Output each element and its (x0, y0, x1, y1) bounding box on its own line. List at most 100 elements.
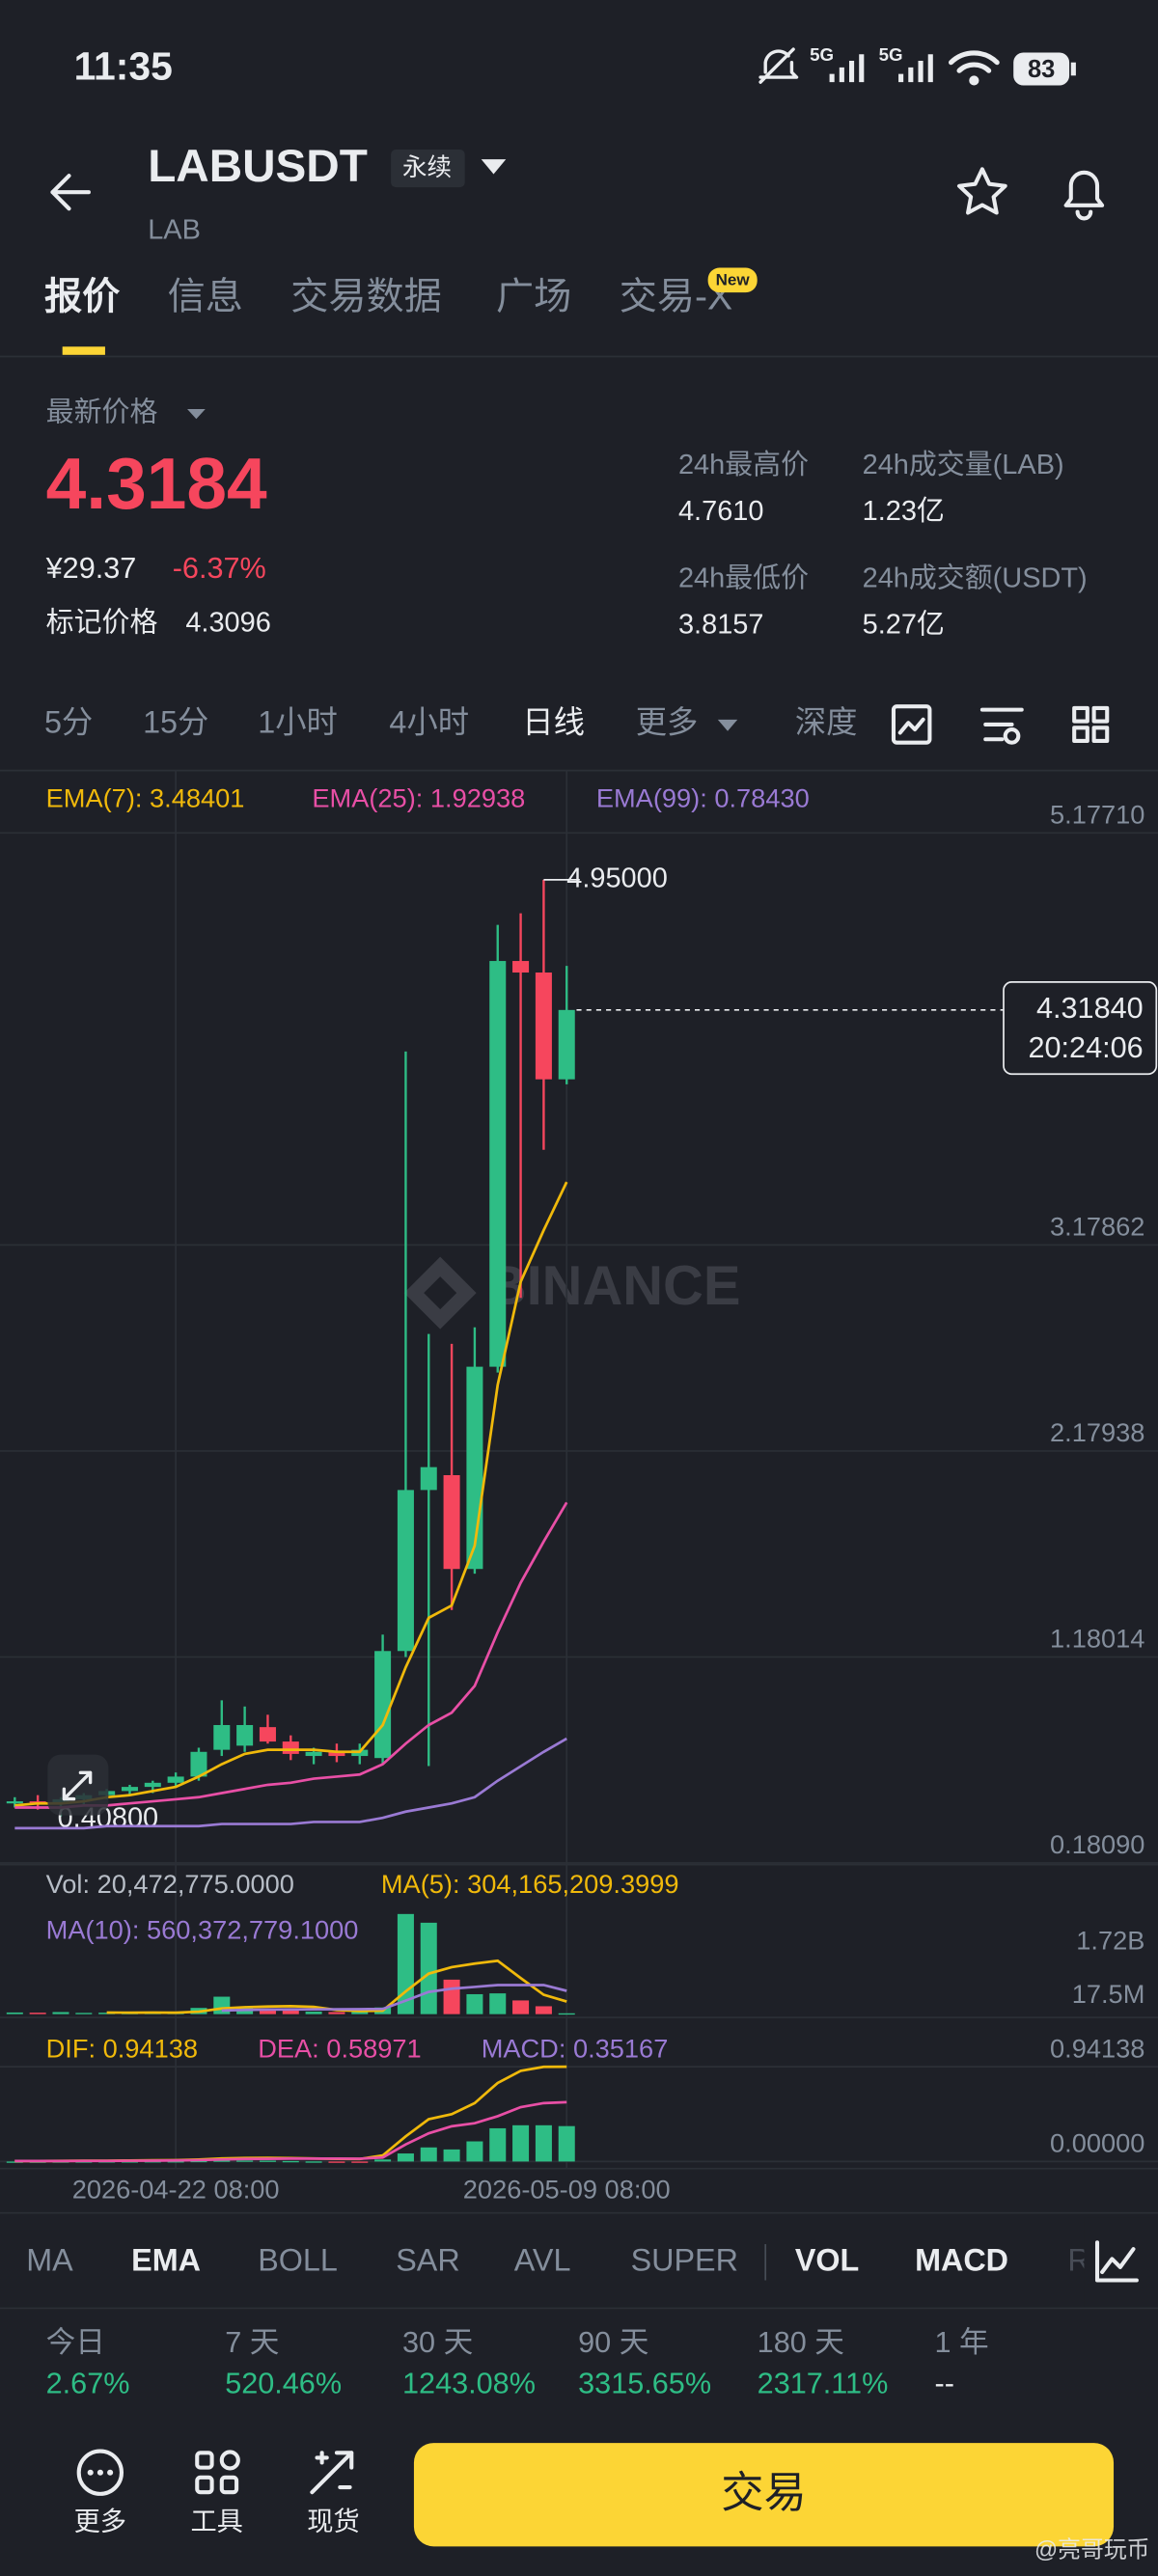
candle-body (443, 1475, 460, 1570)
bar (328, 2012, 345, 2014)
tab[interactable]: 交易数据 (290, 276, 442, 317)
candle-body (6, 1801, 23, 1804)
symbol[interactable]: LABUSDT (148, 141, 368, 192)
cny-price: ¥29.37 (45, 552, 137, 585)
tab[interactable]: 报价 (44, 276, 121, 317)
bar (512, 2124, 530, 2162)
bar (282, 2010, 299, 2014)
candle-body (420, 1466, 437, 1491)
bar (512, 2000, 530, 2014)
bar (52, 2012, 69, 2014)
y-tick-label: 0.94138 (1050, 2033, 1144, 2063)
indicator[interactable]: MACD (915, 2242, 1008, 2277)
status-icons: 5G 5G 83 (758, 44, 1076, 86)
interval[interactable]: 深度 (795, 704, 858, 739)
chart-tools[interactable] (891, 704, 1110, 745)
trade-button[interactable] (413, 2443, 1115, 2547)
alert-button[interactable] (1063, 170, 1105, 221)
bottom-button[interactable]: 更多 (74, 2507, 126, 2536)
tools-icon[interactable] (195, 2450, 240, 2495)
period: 180 天 (758, 2326, 844, 2359)
contract-badge (391, 149, 465, 188)
y-tick-label: 1.18014 (1050, 1624, 1144, 1654)
symbol-dropdown[interactable] (481, 159, 507, 175)
more-icon[interactable] (76, 2449, 124, 2496)
more-dropdown[interactable] (717, 719, 738, 731)
x-tick-label: 2026-05-09 08:00 (463, 2175, 671, 2205)
period-return: -- (935, 2368, 954, 2400)
bar (351, 2012, 369, 2014)
candle-body (282, 1741, 299, 1754)
candle-body (328, 1751, 345, 1757)
interval[interactable]: 1小时 (258, 704, 338, 739)
last-price-box (1003, 981, 1158, 1076)
favorite-button[interactable] (957, 167, 1007, 215)
bar (213, 2160, 231, 2162)
y-tick-label: 5.17710 (1050, 799, 1144, 829)
watermark: @亮哥玩币 (1034, 2537, 1149, 2563)
interval[interactable]: 4小时 (389, 704, 469, 739)
settings-backdrop (1084, 2217, 1158, 2307)
period: 90 天 (578, 2326, 648, 2359)
interval[interactable]: 更多 (636, 704, 699, 739)
indicator-settings[interactable] (1094, 2240, 1139, 2283)
indicator[interactable]: EMA (131, 2242, 201, 2277)
indicator[interactable]: BOLL (258, 2242, 338, 2277)
y-tick-label: 1.72B (1076, 1926, 1144, 1956)
bar (489, 1993, 507, 2014)
indicator[interactable]: VOL (795, 2242, 859, 2277)
spot-icon[interactable] (310, 2451, 354, 2495)
y-tick-label: 3.17862 (1050, 1212, 1144, 1242)
trade-button-label[interactable]: 交易 (721, 2469, 806, 2516)
bar (420, 2147, 437, 2162)
bottom-button[interactable]: 工具 (190, 2507, 242, 2536)
legend-entry: MA(5): 304,165,209.3999 (381, 1869, 679, 1899)
bar (535, 2006, 552, 2014)
base-asset: LAB (148, 215, 201, 246)
candle-body (558, 1009, 575, 1080)
candle-body (535, 973, 552, 1080)
watermark-text: BINANCE (486, 1255, 741, 1317)
bar (466, 2141, 483, 2162)
bar (328, 2161, 345, 2163)
bar (259, 2009, 276, 2014)
indicator[interactable]: AVL (514, 2242, 571, 2277)
price-label[interactable]: 最新价格 (46, 397, 158, 428)
candle-body (121, 1787, 138, 1792)
period: 今日 (46, 2326, 105, 2359)
interval[interactable]: 15分 (143, 704, 208, 739)
tab[interactable]: 广场 (496, 276, 571, 317)
stat-value: 1.23亿 (863, 496, 945, 527)
price-change: -6.37% (173, 552, 266, 585)
bar (236, 2160, 254, 2162)
bar (466, 1993, 483, 2014)
bar (75, 2013, 93, 2014)
back-button[interactable] (50, 174, 91, 211)
tab[interactable]: 信息 (168, 276, 243, 317)
bottom-button[interactable]: 现货 (307, 2507, 359, 2536)
battery-level: 83 (1028, 56, 1055, 83)
y-tick-label: 0.18090 (1050, 1829, 1144, 1859)
legend-entry: MACD: 0.35167 (482, 2033, 669, 2063)
candle-body (374, 1651, 392, 1759)
expand-button[interactable] (47, 1754, 109, 1816)
indicator[interactable]: MA (26, 2242, 73, 2277)
y-tick-label: 2.17938 (1050, 1417, 1144, 1447)
last-price: 4.3184 (46, 443, 267, 524)
active-tab-indicator (62, 346, 105, 355)
bar (29, 2013, 46, 2014)
legend-entry: DEA: 0.58971 (258, 2033, 421, 2063)
indicator[interactable]: SUPER (631, 2242, 738, 2277)
interval[interactable]: 5分 (44, 704, 93, 739)
indicator[interactable]: SAR (396, 2242, 459, 2277)
bar (259, 2160, 276, 2162)
stat-label: 24h成交额(USDT) (863, 563, 1088, 594)
price-dropdown[interactable] (187, 408, 206, 420)
interval[interactable]: 日线 (522, 704, 585, 739)
y-tick-label: 17.5M (1072, 1979, 1145, 2009)
legend-entry: EMA(7): 3.48401 (46, 782, 245, 812)
new-badge-text: New (716, 271, 751, 289)
